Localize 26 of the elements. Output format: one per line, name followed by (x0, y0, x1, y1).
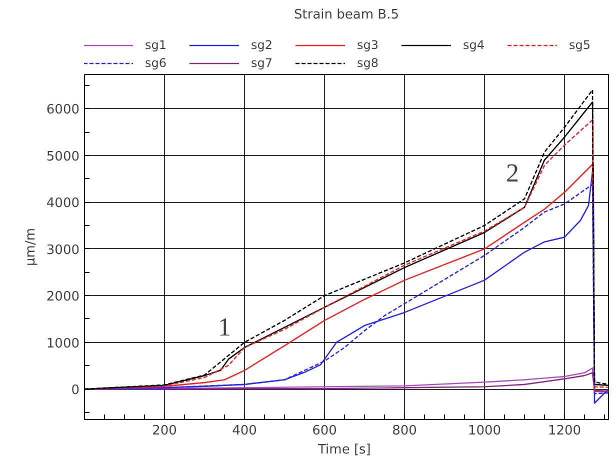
x-tick-label: 200 (152, 424, 177, 438)
x-tick-label: 400 (232, 424, 257, 438)
legend-label: sg2 (251, 38, 274, 52)
annotation: 1 (218, 312, 231, 342)
legend-label: sg7 (251, 56, 274, 70)
x-tick-label: 800 (392, 424, 417, 438)
legend-label: sg1 (145, 38, 168, 52)
x-tick-label: 1000 (468, 424, 502, 438)
y-tick-label: 3000 (46, 242, 80, 258)
legend-label: sg3 (357, 38, 380, 52)
y-axis-title: μm/m (23, 228, 38, 266)
x-tick-label: 600 (312, 424, 337, 438)
chart-title: Strain beam B.5 (294, 8, 399, 22)
legend-label: sg8 (357, 56, 380, 70)
legend-label: sg5 (569, 38, 592, 52)
y-tick-label: 5000 (46, 149, 80, 164)
legend-label: sg6 (145, 56, 168, 70)
y-tick-label: 4000 (46, 196, 80, 212)
legend-label: sg4 (463, 38, 486, 52)
y-tick-label: 1000 (46, 336, 80, 352)
y-tick-label: 0 (71, 383, 80, 398)
x-tick-label: 1200 (548, 424, 582, 438)
y-tick-label: 6000 (46, 102, 80, 118)
x-axis-title: Time [s] (317, 442, 371, 458)
y-tick-label: 2000 (46, 290, 80, 305)
annotation: 2 (506, 158, 519, 188)
